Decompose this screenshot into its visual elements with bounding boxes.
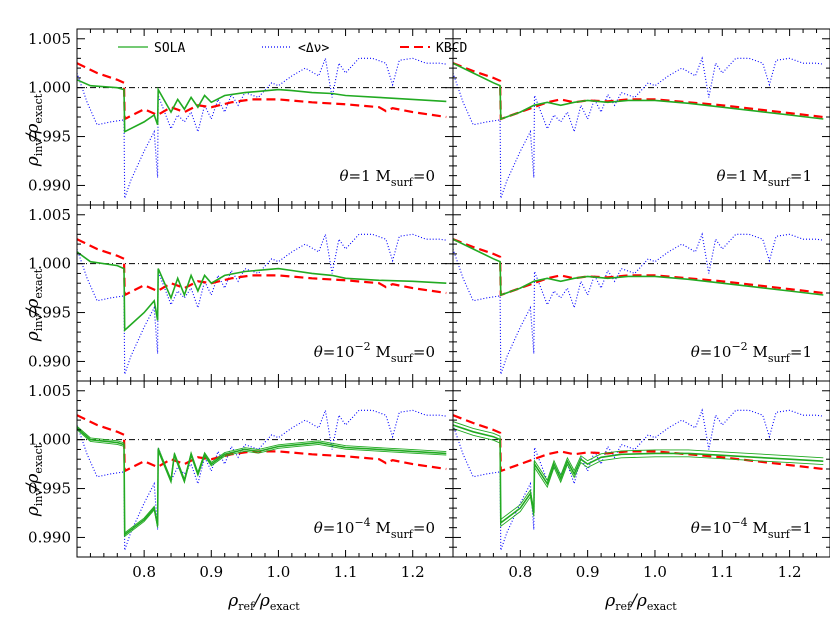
y-axis-label: ρinv/ρexact [23,443,45,517]
series-sola-upper [453,421,824,521]
x-axis-label: ρref/ρexact [227,591,300,613]
y-tick-label: 1.000 [28,255,71,273]
x-tick-label: 1.1 [334,563,358,581]
panel-label: θ=10−4 Msurf=0 [314,516,435,541]
series-group [77,56,447,199]
x-tick-label: 0.9 [199,563,223,581]
panel: θ=10−4 Msurf=1 [452,380,830,558]
series-sola [77,79,447,133]
panel-label: θ=1 Msurf=0 [340,167,435,189]
series-group [77,408,447,551]
x-tick-label: 1.0 [643,563,667,581]
y-tick-label: 1.000 [28,79,71,97]
series-group [77,232,447,375]
y-tick-label: 0.995 [28,480,71,498]
series-sola [453,238,824,297]
panels: θ=1 Msurf=0 θ=1 Msurf=1 θ=10−2 Msurf=0 θ=10… [76,28,830,558]
series-sola [77,251,447,332]
x-tick-label: 0.8 [132,563,156,581]
series-sola [453,424,824,525]
series-kbcd [77,414,447,473]
x-tick-label: 1.2 [778,563,802,581]
ticks [452,28,830,206]
panel: θ=10−2 Msurf=1 [452,204,830,382]
y-tick-label: 1.005 [28,382,71,400]
x-tick-label: 0.8 [508,563,532,581]
x-axis-label: ρref/ρexact [604,591,677,613]
ticks [76,380,454,558]
panel-label: θ=10−2 Msurf=1 [691,340,812,365]
panel-label: θ=10−2 Msurf=0 [314,340,435,365]
series-kbcd [453,62,824,121]
tick-labels: 0.990 0.995 1.000 1.005 0.990 0.995 1.000 1.005… [28,30,801,581]
y-tick-label: 0.990 [28,176,71,194]
legend-label: <Δν> [298,41,329,56]
ticks [452,380,830,558]
panel: θ=1 Msurf=1 [452,28,830,206]
x-tick-label: 1.1 [710,563,734,581]
panel: θ=10−2 Msurf=0 [76,204,454,382]
y-axis-label: ρinv/ρexact [23,268,45,342]
x-tick-label: 1.0 [266,563,290,581]
series-delta-nu [77,232,447,375]
series-delta-nu [453,232,824,375]
series-delta-nu [77,56,447,199]
legend-label: KBCD [436,41,467,56]
legend-label: SOLA [154,41,185,56]
series-sola-lower [453,427,824,528]
series-sola [77,427,447,537]
y-tick-label: 0.990 [28,528,71,546]
panel-label: θ=1 Msurf=1 [717,167,812,189]
series-delta-nu [453,56,824,199]
y-tick-label: 1.005 [28,30,71,48]
y-tick-label: 1.005 [28,206,71,224]
x-tick-label: 1.2 [401,563,425,581]
legend: SOLA <Δν> KBCD [118,41,467,56]
series-group [453,56,824,199]
x-tick-label: 0.9 [576,563,600,581]
ticks [76,28,454,206]
y-tick-label: 0.990 [28,352,71,370]
y-tick-label: 1.000 [28,431,71,449]
series-sola [453,62,824,121]
panel-label: θ=10−4 Msurf=1 [691,516,812,541]
legend-item: SOLA [118,41,185,56]
y-tick-label: 0.995 [28,304,71,322]
series-kbcd [77,238,447,297]
series-group [453,408,824,551]
ticks [452,204,830,382]
legend-item: <Δν> [262,41,329,56]
series-sola-upper [77,425,447,534]
y-tick-label: 0.995 [28,128,71,146]
series-sola-lower [77,429,447,538]
y-axis-label: ρinv/ρexact [23,93,45,167]
series-group [453,232,824,375]
series-kbcd [453,238,824,297]
ticks [76,204,454,382]
panel: θ=1 Msurf=0 [76,28,454,206]
legend-item: KBCD [400,41,467,56]
panel: θ=10−4 Msurf=0 [76,380,454,558]
series-kbcd [453,414,824,473]
